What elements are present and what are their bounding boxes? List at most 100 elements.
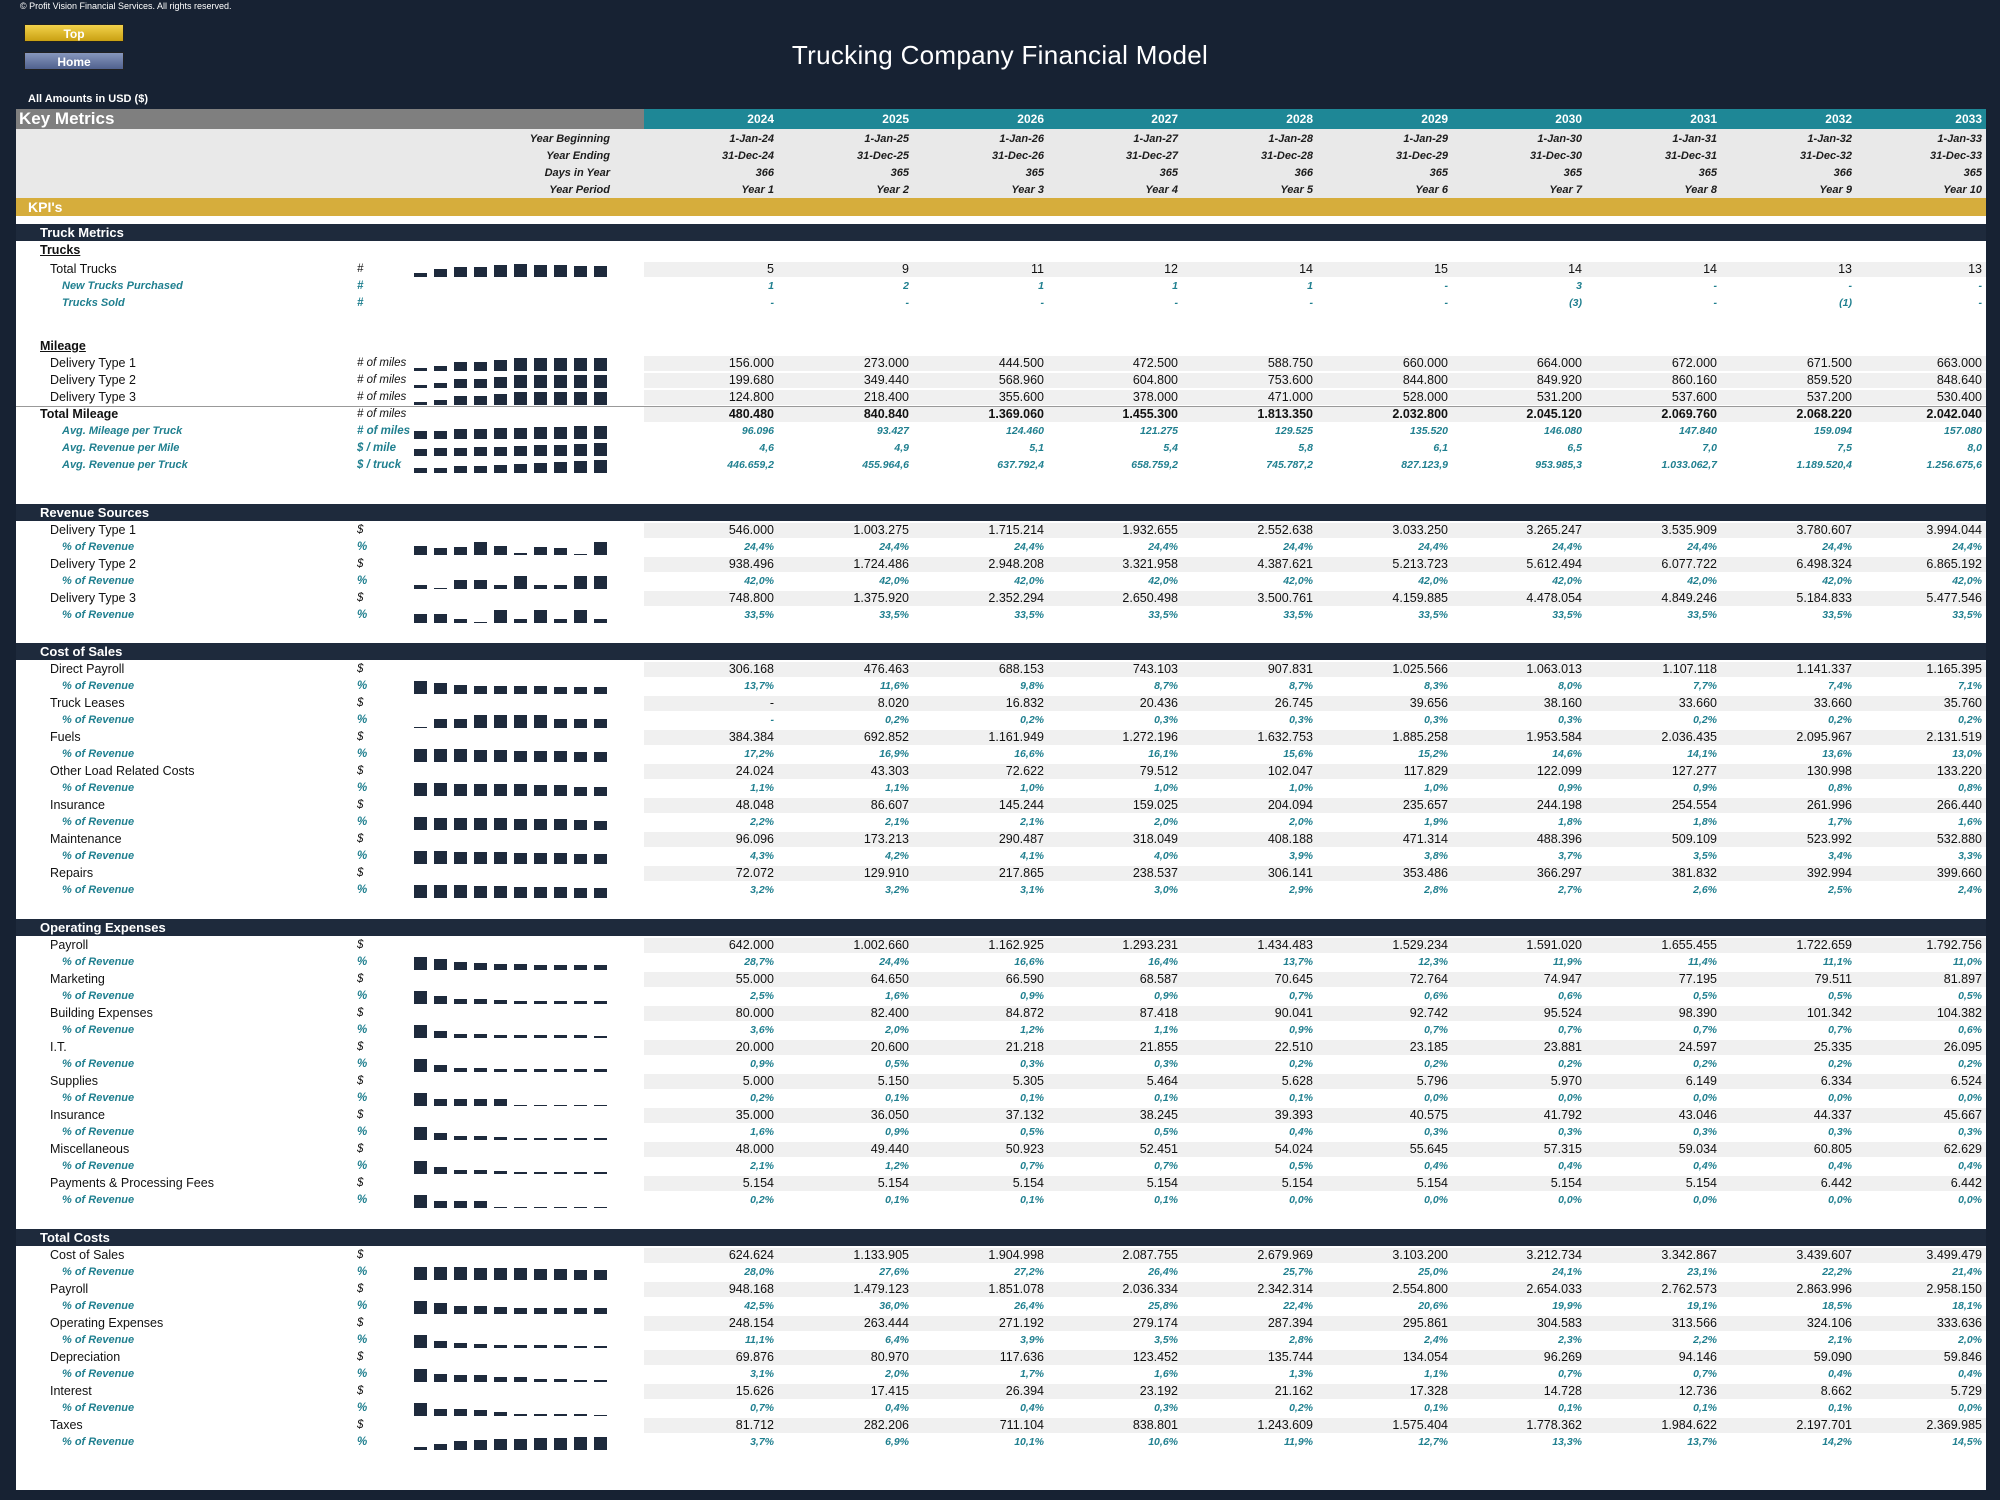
data-cell[interactable]: 77.195	[1678, 972, 1717, 986]
data-cell[interactable]: 2,1%	[1020, 816, 1044, 828]
data-cell[interactable]: 92.742	[1409, 1006, 1448, 1020]
data-cell[interactable]: 0,3%	[1289, 714, 1313, 726]
data-cell[interactable]: 0,5%	[1289, 1160, 1313, 1172]
data-cell[interactable]: (1)	[1839, 297, 1852, 309]
data-cell[interactable]: 0,9%	[1020, 990, 1044, 1002]
data-cell[interactable]: 15	[1434, 262, 1448, 276]
data-cell[interactable]: 1	[1172, 280, 1178, 292]
data-cell[interactable]: 5.184.833	[1796, 591, 1852, 605]
data-cell[interactable]: 2,1%	[1828, 1334, 1852, 1346]
data-cell[interactable]: 133.220	[1936, 764, 1982, 778]
data-cell[interactable]: 3.342.867	[1661, 1248, 1717, 1262]
data-cell[interactable]: 82.400	[870, 1006, 909, 1020]
data-cell[interactable]: 6.442	[1820, 1176, 1852, 1190]
data-cell[interactable]: 0,3%	[1424, 1126, 1448, 1138]
data-cell[interactable]: 1,0%	[1020, 782, 1044, 794]
data-cell[interactable]: 121.275	[1140, 425, 1178, 437]
data-cell[interactable]: 0,1%	[1828, 1402, 1852, 1414]
data-cell[interactable]: 0,2%	[1693, 1058, 1717, 1070]
data-cell[interactable]: 72.622	[1005, 764, 1044, 778]
data-cell[interactable]: 117.636	[999, 1350, 1044, 1364]
data-cell[interactable]: -	[1713, 280, 1718, 292]
data-cell[interactable]: 39.656	[1409, 696, 1448, 710]
data-cell[interactable]: 2.554.800	[1392, 1282, 1448, 1296]
data-cell[interactable]: 0,1%	[1558, 1402, 1582, 1414]
data-cell[interactable]: 24,4%	[879, 541, 909, 553]
data-cell[interactable]: 5.154	[877, 1176, 909, 1190]
data-cell[interactable]: 688.153	[998, 662, 1044, 676]
data-cell[interactable]: 2.948.208	[988, 557, 1044, 571]
data-cell[interactable]: 2,5%	[1828, 884, 1852, 896]
data-cell[interactable]: 1.813.350	[1257, 407, 1313, 421]
data-cell[interactable]: 4,3%	[750, 850, 774, 862]
data-cell[interactable]: 0,0%	[1558, 1194, 1582, 1206]
data-cell[interactable]: 2,7%	[1558, 884, 1582, 896]
data-cell[interactable]: 5.154	[1012, 1176, 1044, 1190]
data-cell[interactable]: -	[769, 696, 774, 710]
data-cell[interactable]: 14,5%	[1952, 1436, 1982, 1448]
data-cell[interactable]: 1.141.337	[1796, 662, 1852, 676]
data-cell[interactable]: 16,6%	[1014, 748, 1044, 760]
data-cell[interactable]: 2,0%	[1958, 1334, 1982, 1346]
data-cell[interactable]: 1.529.234	[1392, 938, 1448, 952]
top-button[interactable]: Top	[24, 24, 124, 42]
data-cell[interactable]: 263.444	[863, 1316, 909, 1330]
data-cell[interactable]: 72.764	[1409, 972, 1448, 986]
data-cell[interactable]: 2,0%	[1289, 816, 1313, 828]
data-cell[interactable]: 2.342.314	[1257, 1282, 1313, 1296]
data-cell[interactable]: 1,2%	[885, 1160, 909, 1172]
data-cell[interactable]: 23.881	[1543, 1040, 1582, 1054]
data-cell[interactable]: 0,4%	[1828, 1160, 1852, 1172]
data-cell[interactable]: 2.654.033	[1526, 1282, 1582, 1296]
data-cell[interactable]: 271.192	[998, 1316, 1044, 1330]
data-cell[interactable]: 2.036.435	[1661, 730, 1717, 744]
data-cell[interactable]: 59.846	[1943, 1350, 1982, 1364]
data-cell[interactable]: 1.722.659	[1796, 938, 1852, 952]
data-cell[interactable]: 2.679.969	[1257, 1248, 1313, 1262]
data-cell[interactable]: 5.612.494	[1526, 557, 1582, 571]
data-cell[interactable]: 0,7%	[1289, 990, 1313, 1002]
data-cell[interactable]: 0,2%	[750, 1194, 774, 1206]
data-cell[interactable]: 5.477.546	[1926, 591, 1982, 605]
data-cell[interactable]: 79.512	[1139, 764, 1178, 778]
data-cell[interactable]: 0,9%	[1693, 782, 1717, 794]
data-cell[interactable]: 244.198	[1536, 798, 1582, 812]
data-cell[interactable]: 22,4%	[1283, 1300, 1313, 1312]
data-cell[interactable]: 5,8	[1298, 442, 1313, 454]
data-cell[interactable]: 6,4%	[885, 1334, 909, 1346]
data-cell[interactable]: 3	[1576, 280, 1582, 292]
data-cell[interactable]: 2.762.573	[1661, 1282, 1717, 1296]
data-cell[interactable]: 1.162.925	[988, 938, 1044, 952]
data-cell[interactable]: 0,3%	[1693, 1126, 1717, 1138]
data-cell[interactable]: 660.000	[1402, 356, 1448, 370]
data-cell[interactable]: 1,1%	[750, 782, 774, 794]
data-cell[interactable]: 1.063.013	[1526, 662, 1582, 676]
data-cell[interactable]: 146.080	[1544, 425, 1582, 437]
data-cell[interactable]: 74.947	[1543, 972, 1582, 986]
data-cell[interactable]: 204.094	[1267, 798, 1313, 812]
data-cell[interactable]: 0,4%	[1828, 1368, 1852, 1380]
data-cell[interactable]: 2	[903, 280, 909, 292]
data-cell[interactable]: 15,2%	[1418, 748, 1448, 760]
data-cell[interactable]: 33,5%	[1283, 609, 1313, 621]
data-cell[interactable]: 28,7%	[744, 956, 774, 968]
data-cell[interactable]: 0,2%	[1828, 1058, 1852, 1070]
data-cell[interactable]: 1.133.905	[853, 1248, 909, 1262]
data-cell[interactable]: 59.034	[1678, 1142, 1717, 1156]
data-cell[interactable]: 80.970	[870, 1350, 909, 1364]
data-cell[interactable]: 446.659,2	[727, 459, 774, 471]
data-cell[interactable]: 33,5%	[744, 609, 774, 621]
data-cell[interactable]: 3,0%	[1154, 884, 1178, 896]
data-cell[interactable]: 2,8%	[1424, 884, 1448, 896]
data-cell[interactable]: 22,2%	[1822, 1266, 1852, 1278]
data-cell[interactable]: 0,7%	[1693, 1024, 1717, 1036]
data-cell[interactable]: 2,5%	[750, 990, 774, 1002]
data-cell[interactable]: 48.048	[735, 798, 774, 812]
data-cell[interactable]: 333.636	[1936, 1316, 1982, 1330]
data-cell[interactable]: 80.000	[735, 1006, 774, 1020]
data-cell[interactable]: 0,7%	[1020, 1160, 1044, 1172]
data-cell[interactable]: 1.932.655	[1122, 523, 1178, 537]
data-cell[interactable]: 378.000	[1132, 390, 1178, 404]
data-cell[interactable]: 124.800	[728, 390, 774, 404]
data-cell[interactable]: 17,2%	[744, 748, 774, 760]
